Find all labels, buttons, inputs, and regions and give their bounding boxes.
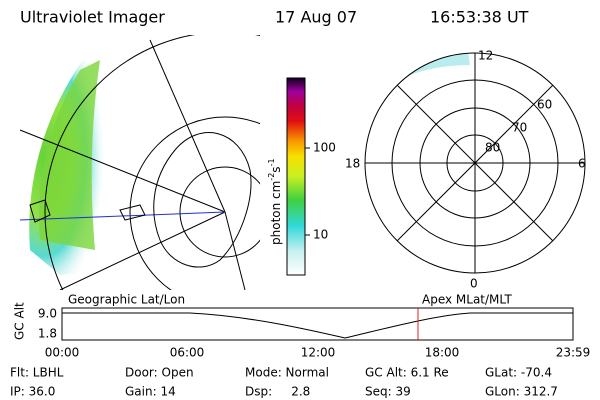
timeline-left-title: Geographic Lat/Lon xyxy=(68,293,185,307)
footer-field: GC Alt: 6.1 Re xyxy=(365,366,449,380)
date: 17 Aug 07 xyxy=(275,8,357,27)
title: Ultraviolet Imager xyxy=(20,8,165,27)
mlt-label: 12 xyxy=(478,49,493,63)
colorbar-tick: 100 xyxy=(313,141,336,155)
x-tick-label: 12:00 xyxy=(301,346,336,360)
footer-field: Dsp: 2.8 xyxy=(245,385,310,399)
timeline-right-title: Apex MLat/MLT xyxy=(422,293,512,307)
x-tick-label: 18:00 xyxy=(425,346,460,360)
mlt-label: 18 xyxy=(345,157,360,171)
lat-label: 80 xyxy=(485,141,500,155)
footer-field: Mode: Normal xyxy=(245,366,329,380)
altitude-curve xyxy=(62,312,573,339)
footer-field: Seq: 39 xyxy=(365,385,411,399)
timeline-axis-label: GC Alt xyxy=(13,302,27,340)
x-tick-label: 00:00 xyxy=(45,346,80,360)
footer-field: GLon: 312.7 xyxy=(485,385,558,399)
lat-label: 60 xyxy=(537,98,552,112)
footer: Flt: LBHL Door: Open Mode: Normal GC Alt: 6… xyxy=(10,366,558,399)
x-tick-label: 23:59 xyxy=(556,346,591,360)
lat-label: 70 xyxy=(512,121,527,135)
map-panel xyxy=(19,35,260,290)
footer-field: Flt: LBHL xyxy=(10,366,64,380)
x-tick-label: 06:00 xyxy=(170,346,205,360)
mlt-label: 0 xyxy=(470,277,478,291)
footer-field: GLat: -70.4 xyxy=(485,366,552,380)
y-tick-label: 9.0 xyxy=(38,307,57,321)
colorbar-label: photon cm-2s-1 xyxy=(267,158,283,245)
timeline-box xyxy=(61,307,574,341)
footer-field: Gain: 14 xyxy=(125,385,176,399)
footer-field: Door: Open xyxy=(125,366,194,380)
polar-panel xyxy=(364,52,586,274)
y-tick-label: 1.8 xyxy=(38,327,57,341)
colorbar xyxy=(286,77,306,276)
time: 16:53:38 UT xyxy=(430,8,529,27)
footer-field: IP: 36.0 xyxy=(10,385,55,399)
mlt-label: 6 xyxy=(578,157,586,171)
colorbar-tick: 10 xyxy=(313,228,328,242)
